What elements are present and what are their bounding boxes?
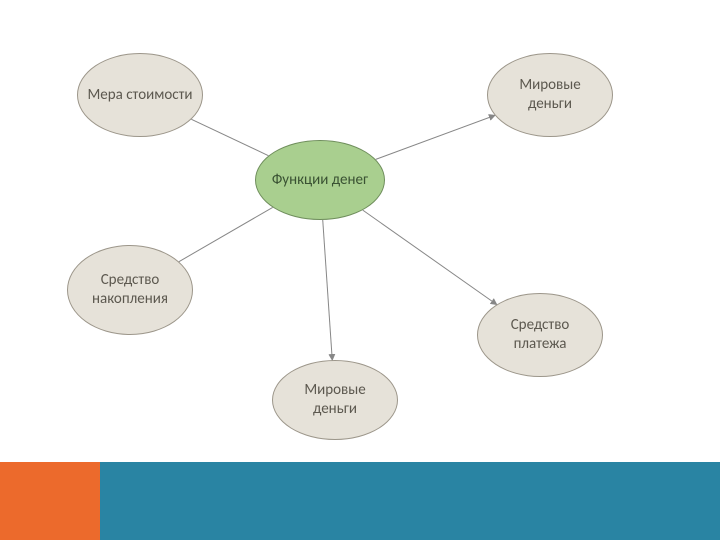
outer-node-1-label: Мера стоимости <box>87 86 192 105</box>
outer-node-4-label: Средство платежа <box>486 316 594 354</box>
outer-node-5: Мировые деньги <box>272 360 398 440</box>
outer-node-2-label: Мировые деньги <box>496 76 604 114</box>
outer-node-4: Средство платежа <box>477 293 603 377</box>
outer-node-5-label: Мировые деньги <box>281 381 389 419</box>
outer-node-3: Средство накопления <box>67 245 193 335</box>
footer-bar <box>0 462 720 540</box>
center-node: Функции денег <box>255 140 385 220</box>
outer-node-3-label: Средство накопления <box>76 271 184 309</box>
outer-node-1: Мера стоимости <box>77 53 203 137</box>
center-node-label: Функции денег <box>272 171 368 190</box>
diagram-canvas: Функции денег Мера стоимости Мировые ден… <box>0 0 720 540</box>
footer-svg <box>0 462 720 540</box>
outer-node-2: Мировые деньги <box>487 53 613 137</box>
